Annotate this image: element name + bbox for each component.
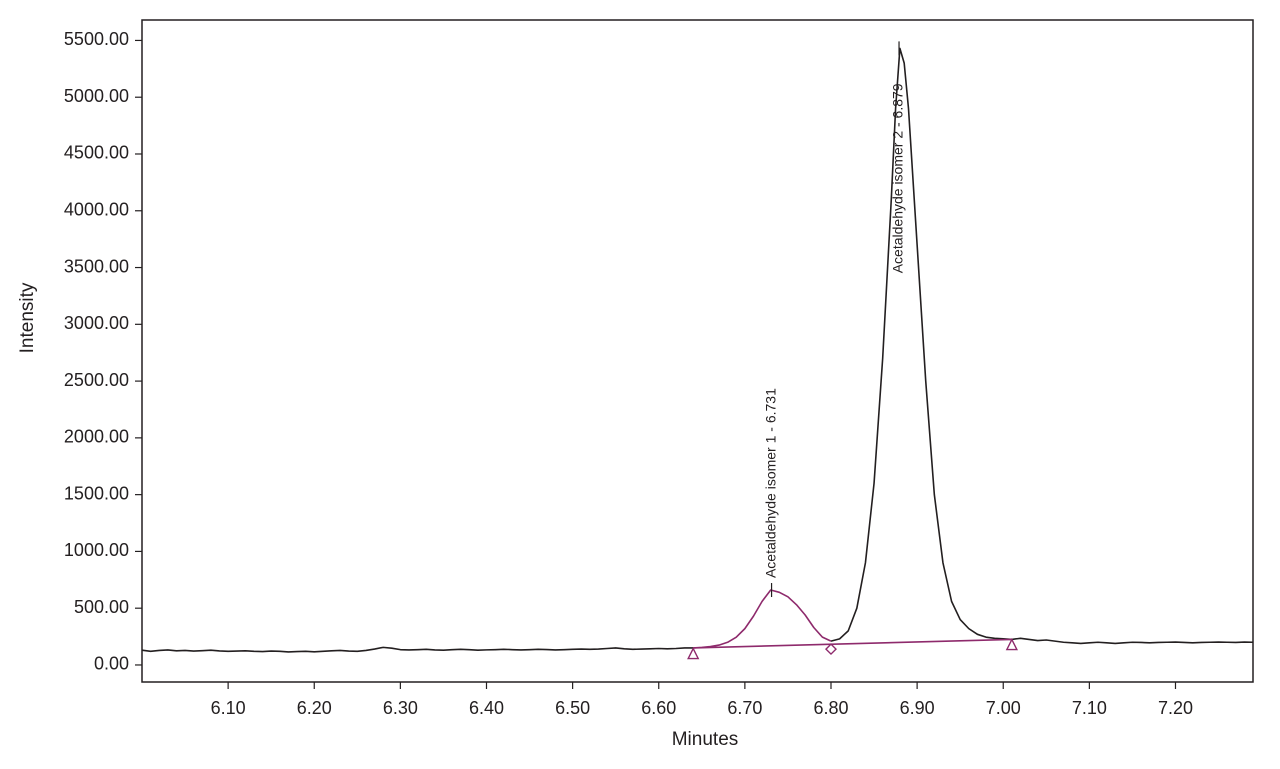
y-tick-label: 0.00 xyxy=(94,654,129,674)
x-tick-label: 6.50 xyxy=(555,698,590,718)
x-tick-label: 6.40 xyxy=(469,698,504,718)
y-tick-label: 4500.00 xyxy=(64,143,129,163)
x-tick-label: 6.80 xyxy=(813,698,848,718)
x-tick-label: 6.60 xyxy=(641,698,676,718)
peak-annotation: Acetaldehyde isomer 2 - 6.879 xyxy=(890,83,906,273)
y-tick-label: 2000.00 xyxy=(64,427,129,447)
peak-annotation: Acetaldehyde isomer 1 - 6.731 xyxy=(762,388,778,578)
y-tick-label: 1500.00 xyxy=(64,483,129,503)
y-tick-label: 3000.00 xyxy=(64,313,129,333)
x-tick-label: 6.20 xyxy=(297,698,332,718)
y-tick-label: 1000.00 xyxy=(64,540,129,560)
series-line xyxy=(141,47,1254,653)
y-tick-label: 2500.00 xyxy=(64,370,129,390)
series-line xyxy=(693,638,1012,649)
x-tick-label: 6.30 xyxy=(383,698,418,718)
y-tick-label: 5000.00 xyxy=(64,86,129,106)
y-tick-label: 3500.00 xyxy=(64,256,129,276)
x-tick-label: 7.00 xyxy=(986,698,1021,718)
y-axis-title: Intensity xyxy=(17,282,38,353)
plot-frame xyxy=(141,19,1254,683)
x-axis-title: Minutes xyxy=(672,729,739,750)
y-tick-label: 5500.00 xyxy=(64,29,129,49)
peak-marker xyxy=(687,647,700,660)
series-line xyxy=(693,589,832,649)
peak-marker xyxy=(1005,637,1018,651)
y-tick-label: 500.00 xyxy=(74,597,129,617)
x-tick-label: 7.10 xyxy=(1072,698,1107,718)
peak-marker xyxy=(825,643,837,656)
x-tick-label: 7.20 xyxy=(1158,698,1193,718)
y-tick-label: 4000.00 xyxy=(64,200,129,220)
x-tick-label: 6.10 xyxy=(211,698,246,718)
x-tick-label: 6.70 xyxy=(727,698,762,718)
x-tick-label: 6.90 xyxy=(900,698,935,718)
